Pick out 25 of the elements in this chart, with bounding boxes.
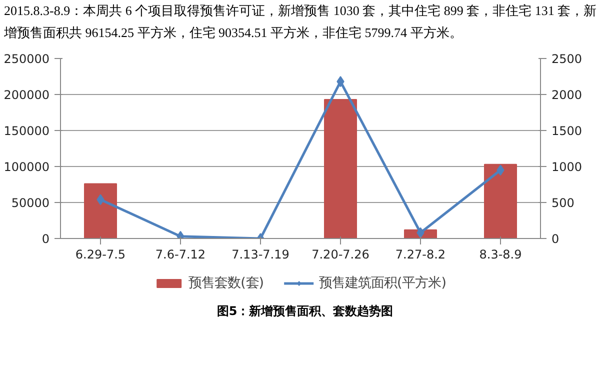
y2-tick-label: 1500: [552, 124, 582, 138]
y2-tick-label: 2000: [552, 88, 582, 102]
legend-label: 预售建筑面积(平方米): [319, 274, 446, 292]
y-tick-label: 200000: [4, 88, 50, 102]
y2-tick-label: 500: [552, 196, 574, 210]
y2-tick-label: 2500: [552, 52, 582, 66]
x-tick-label: 7.27-8.2: [395, 248, 446, 262]
legend-label: 预售套数(套): [188, 275, 264, 292]
y2-tick-label: 0: [552, 232, 560, 246]
y2-tick-label: 1000: [552, 160, 582, 174]
x-tick-label: 7.6-7.12: [155, 248, 206, 262]
x-tick-label: 6.29-7.5: [75, 248, 126, 262]
x-tick-label: 8.3-8.9: [479, 248, 522, 262]
x-tick-label: 7.20-7.26: [312, 248, 370, 262]
bar: [324, 99, 357, 238]
y-tick-label: 250000: [4, 52, 50, 66]
caption: 图5：新增预售面积、套数趋势图: [216, 303, 394, 320]
chart-title: 2015.8.3-8.9：本周共 6 个项目取得预售许可证，新增预售 1030 套，其中住宅 899 套，非住宅 131 套，新增预售面积共 96154.25 平方米，住宅 90354.51 平方米，非住宅 5799.74 平方米。: [4, 2, 598, 42]
y-tick-label: 150000: [4, 124, 50, 138]
x-tick-label: 7.13-7.19: [232, 248, 290, 262]
y-tick-label: 100000: [4, 160, 50, 174]
y-tick-label: 50000: [11, 196, 50, 210]
bar: [484, 164, 517, 238]
y-tick-label: 0: [42, 232, 50, 246]
bar: [84, 183, 117, 238]
